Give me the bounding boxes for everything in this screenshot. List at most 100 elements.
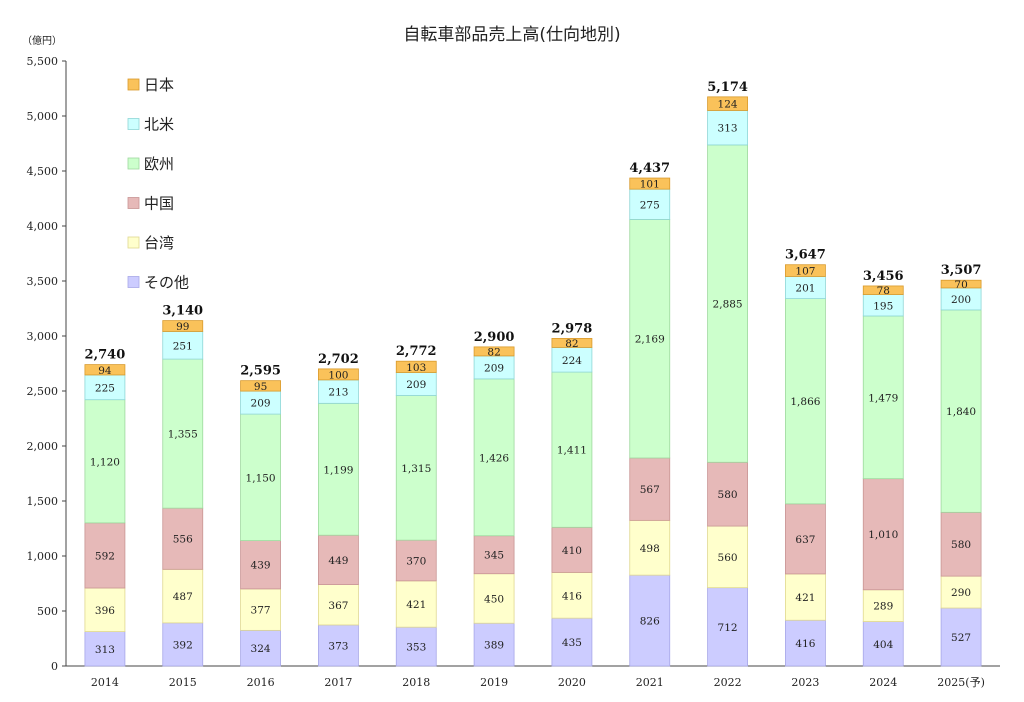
legend-swatch xyxy=(127,78,140,91)
bar-segment xyxy=(551,347,593,373)
y-tick-label: 4,500 xyxy=(27,165,59,178)
x-tick-label: 2024 xyxy=(869,676,897,689)
bar-segment-label: 195 xyxy=(873,300,893,312)
bar-segment xyxy=(940,309,982,513)
bar-segment xyxy=(785,298,826,505)
bar-segment-label: 580 xyxy=(718,489,738,501)
bar-segment-label: 78 xyxy=(877,285,890,297)
bar-segment-label: 377 xyxy=(251,605,271,617)
bar-segment xyxy=(629,457,671,521)
bar-segment xyxy=(84,364,126,376)
bar-segment-label: 416 xyxy=(795,638,815,650)
bar-segment xyxy=(940,575,982,609)
bar-segment-label: 213 xyxy=(328,387,348,399)
legend-swatch xyxy=(127,157,140,170)
bar-segment-label: 580 xyxy=(951,539,971,551)
bar-segment xyxy=(240,380,281,392)
bar-segment-label: 99 xyxy=(176,321,189,333)
legend-swatch xyxy=(127,118,140,130)
bar-segment xyxy=(940,279,982,289)
bar-segment xyxy=(707,96,748,111)
bar-total-label: 2,772 xyxy=(396,344,437,359)
bar-segment-label: 82 xyxy=(565,338,578,350)
bar-segment xyxy=(785,573,826,621)
bar-segment-label: 392 xyxy=(173,639,193,651)
bar-segment xyxy=(862,285,904,295)
bar-segment-label: 450 xyxy=(484,593,504,605)
bar-total-label: 2,978 xyxy=(552,321,593,336)
bar-segment-label: 1,479 xyxy=(868,392,898,404)
x-tick-label: 2019 xyxy=(480,676,508,689)
bar-segment-label: 103 xyxy=(406,362,426,374)
bar-segment-label: 439 xyxy=(251,560,271,572)
chart-title: 自転車部品売上高(仕向地別) xyxy=(403,25,620,45)
bar-segment-label: 313 xyxy=(95,644,115,656)
bar-segment-label: 1,840 xyxy=(946,406,976,418)
bar-segment-label: 1,866 xyxy=(790,396,820,408)
bar-segment-label: 353 xyxy=(406,642,426,654)
bar-segment-label: 1,355 xyxy=(168,429,198,441)
x-tick-label: 2015 xyxy=(169,676,197,689)
bar-total-label: 2,740 xyxy=(85,348,126,363)
bar-segment-label: 224 xyxy=(562,355,582,367)
legend-swatch xyxy=(127,197,140,209)
bar-segment xyxy=(162,622,204,667)
y-tick-label: 4,000 xyxy=(27,220,59,233)
bar-segment xyxy=(395,395,437,541)
bar-segment xyxy=(84,587,126,632)
legend-label: 中国 xyxy=(144,195,174,213)
x-tick-label: 2017 xyxy=(324,676,352,689)
bar-segment-label: 275 xyxy=(640,199,660,211)
bar-segment xyxy=(629,519,671,576)
bar-segment-label: 345 xyxy=(484,550,504,562)
bar-segment xyxy=(162,358,204,509)
bar-segment-label: 712 xyxy=(718,622,738,634)
x-tick-label: 2014 xyxy=(91,676,119,689)
bar-total-label: 3,507 xyxy=(941,263,982,278)
legend-label: その他 xyxy=(144,274,189,292)
bar-segment xyxy=(473,346,515,357)
x-tick-label: 2021 xyxy=(636,676,664,689)
x-tick-label: 2018 xyxy=(402,676,430,689)
bar-segment-label: 2,169 xyxy=(635,334,665,346)
bar-segment xyxy=(84,631,126,667)
y-axis-unit-label: （億円） xyxy=(22,34,62,47)
bar-segment-label: 435 xyxy=(562,637,582,649)
y-tick-label: 2,000 xyxy=(27,440,59,453)
bar-segment xyxy=(551,371,593,528)
bar-segment xyxy=(785,503,826,575)
bar-segment xyxy=(629,574,671,667)
bar-total-label: 2,900 xyxy=(474,330,515,345)
bar-total-label: 3,140 xyxy=(162,304,203,319)
bar-segment-label: 209 xyxy=(484,362,504,374)
bar-segment xyxy=(940,511,982,577)
bar-total-label: 5,174 xyxy=(707,80,748,95)
bar-total-label: 3,647 xyxy=(785,248,826,263)
bar-segment xyxy=(240,540,281,590)
bar-segment-label: 200 xyxy=(951,294,971,306)
bar-segment xyxy=(395,539,437,582)
bar-segment-label: 396 xyxy=(95,605,115,617)
bar-segment xyxy=(240,413,281,542)
bar-total-label: 2,595 xyxy=(240,364,281,379)
bar-segment-label: 289 xyxy=(873,601,893,613)
x-tick-label: 2025(予) xyxy=(937,676,985,689)
bar-segment-label: 1,426 xyxy=(479,452,509,464)
bar-segment-label: 527 xyxy=(951,632,971,644)
y-tick-label: 3,000 xyxy=(27,330,59,343)
bar-segment-label: 107 xyxy=(795,266,815,278)
bar-segment-label: 421 xyxy=(795,592,815,604)
bar-segment-label: 404 xyxy=(873,639,893,651)
bar-segment xyxy=(162,507,204,570)
bar-segment-label: 367 xyxy=(328,600,348,612)
bar-segment-label: 324 xyxy=(251,643,271,655)
bar-segment-label: 201 xyxy=(795,283,815,295)
bar-segment xyxy=(318,368,359,381)
bar-segment xyxy=(707,110,748,146)
bar-segment-label: 449 xyxy=(328,555,348,567)
bar-segment xyxy=(707,461,748,527)
bar-segment xyxy=(629,177,671,190)
bar-segment xyxy=(84,399,126,524)
bar-segment-label: 410 xyxy=(562,545,582,557)
bar-segment-label: 567 xyxy=(640,484,660,496)
